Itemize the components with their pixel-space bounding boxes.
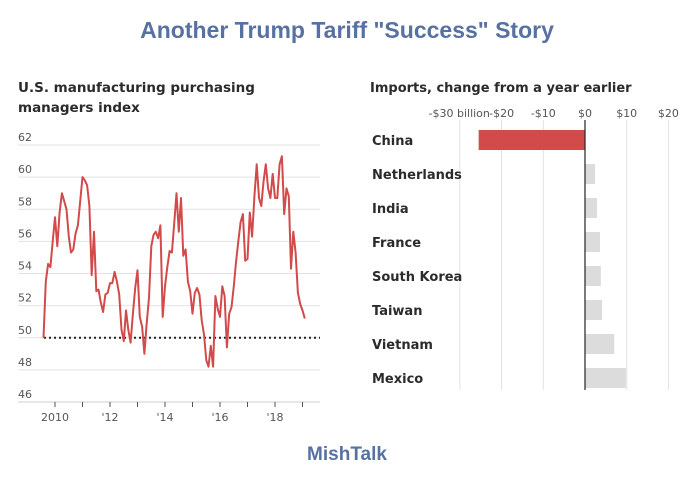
imports-category-label: Mexico: [372, 372, 423, 387]
pmi-y-tick-label: 56: [18, 227, 32, 240]
pmi-y-tick-label: 54: [18, 260, 32, 273]
page-title: Another Trump Tariff "Success" Story: [140, 17, 554, 43]
imports-category-label: France: [372, 236, 421, 251]
pmi-y-tick-label: 52: [18, 292, 32, 305]
imports-bars: [478, 130, 626, 388]
imports-category-label: India: [372, 202, 409, 217]
pmi-gridlines: [18, 144, 320, 371]
pmi-y-axis: 62 60 58 56 54 52 50 48 46: [18, 131, 32, 401]
imports-x-tick-label: -$10: [531, 107, 556, 120]
imports-chart-title: Imports, change from a year earlier: [370, 81, 632, 96]
pmi-series-line: [42, 155, 306, 368]
imports-bar-taiwan: [585, 300, 603, 320]
imports-bar-france: [585, 232, 601, 252]
imports-x-tick-label: -$30 billion: [429, 107, 490, 120]
pmi-x-tick-label: '14: [156, 411, 173, 424]
imports-x-tick-label: -$20: [489, 107, 514, 120]
pmi-y-tick-label: 60: [18, 163, 32, 176]
pmi-y-tick-label: 46: [18, 388, 32, 401]
imports-x-tick-label: $10: [616, 107, 637, 120]
pmi-y-tick-label: 50: [18, 324, 32, 337]
imports-categories: China Netherlands India France South Korea Ta…: [372, 134, 462, 387]
footer-brand: MishTalk: [307, 444, 387, 465]
pmi-y-tick-label: 58: [18, 195, 32, 208]
imports-bar-south-korea: [585, 266, 601, 286]
pmi-y-tick-label: 62: [18, 131, 32, 144]
pmi-x-tick-label: '12: [101, 411, 118, 424]
imports-gridlines: [459, 120, 669, 390]
imports-bar-vietnam: [585, 334, 615, 354]
imports-x-tick-label: $0: [578, 107, 592, 120]
pmi-x-axis: 2010 '12 '14 '16 '18: [18, 401, 320, 424]
imports-category-label: China: [372, 134, 413, 149]
imports-bar-china: [478, 130, 585, 150]
pmi-x-tick-label: '16: [211, 411, 228, 424]
imports-category-label: South Korea: [372, 270, 462, 285]
imports-category-label: Vietnam: [372, 338, 433, 353]
imports-x-axis: -$30 billion -$20 -$10 $0 $10 $20: [429, 107, 679, 120]
imports-bar-india: [585, 198, 598, 218]
pmi-x-tick-label: 2010: [41, 411, 69, 424]
imports-x-tick-label: $20: [658, 107, 679, 120]
imports-bar-mexico: [585, 368, 626, 388]
imports-bar-netherlands: [585, 164, 596, 184]
imports-category-label: Netherlands: [372, 168, 462, 183]
imports-category-label: Taiwan: [372, 304, 422, 319]
pmi-y-tick-label: 48: [18, 356, 32, 369]
pmi-chart-title: U.S. manufacturing purchasing managers i…: [18, 80, 255, 116]
pmi-x-tick-label: '18: [266, 411, 283, 424]
